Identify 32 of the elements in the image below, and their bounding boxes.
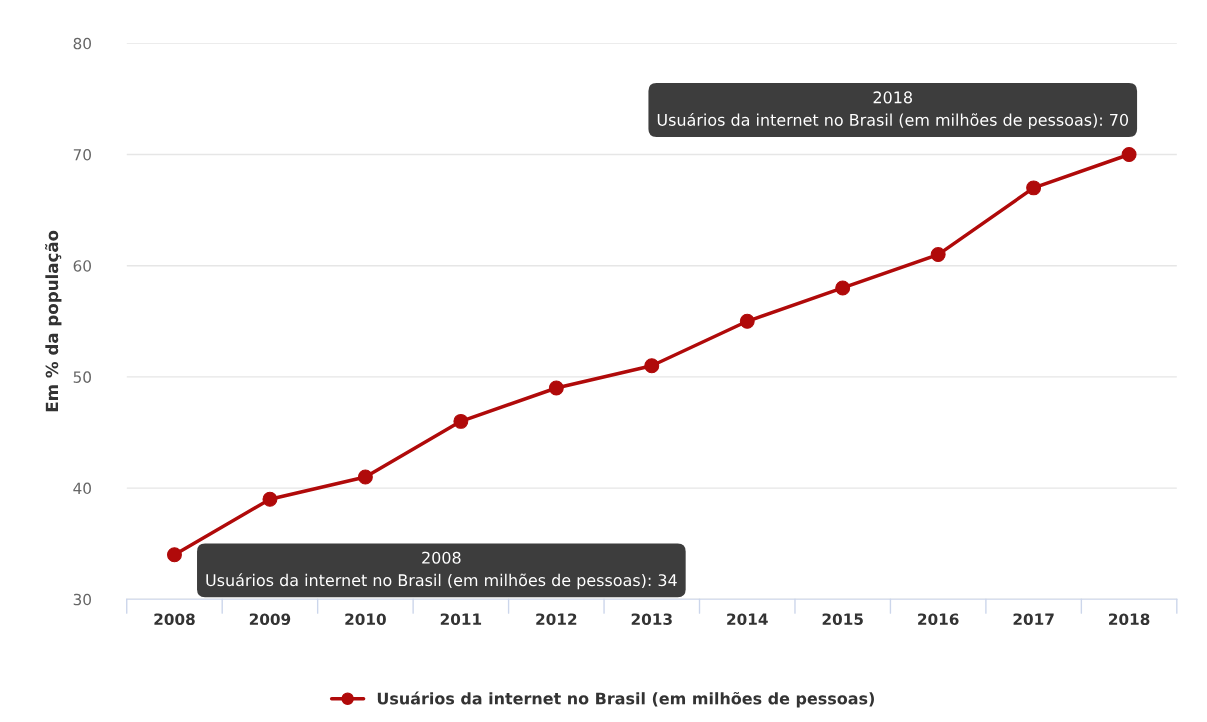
point (835, 280, 851, 296)
x-tick-label: 2009 (249, 613, 291, 625)
x-tick-label: 2010 (345, 613, 386, 625)
y-tick-label: 80 (73, 37, 91, 50)
y-axis-title: Em % da população (45, 230, 62, 412)
point (644, 358, 660, 374)
x-tick-label: 2013 (631, 613, 672, 625)
y-tick-label: 30 (73, 593, 91, 606)
point (1026, 180, 1042, 196)
x-tick-label: 2016 (918, 613, 959, 625)
point (739, 313, 755, 329)
y-tick-label: 50 (73, 371, 91, 383)
point (930, 247, 946, 263)
point (1121, 147, 1137, 162)
point (357, 469, 373, 485)
y-tick-label: 60 (73, 260, 91, 272)
x-tick-label: 2018 (1109, 613, 1150, 625)
x-tick-label: 2011 (440, 613, 482, 625)
y-tick-label: 40 (73, 482, 91, 495)
x-tick-label: 2015 (822, 613, 863, 625)
annotation: 2008 Usuários da internet no Brasil (em milhões de pessoas): 34 (206, 551, 677, 590)
annotation: 2018 Usuários da internet no Brasil (em milhões de pessoas): 70 (657, 91, 1129, 129)
y-tick-label: 70 (73, 148, 91, 161)
x-tick-label: 2014 (727, 613, 768, 625)
point (262, 491, 278, 507)
x-tick-label: 2017 (1013, 613, 1054, 625)
x-tick-label: 2008 (154, 613, 195, 625)
x-tick-label: 2012 (536, 613, 577, 625)
point (453, 413, 469, 429)
legend-label: Usuários da internet no Brasil (em milhões de pessoas) (377, 691, 874, 708)
point (167, 547, 182, 563)
point (548, 380, 564, 396)
